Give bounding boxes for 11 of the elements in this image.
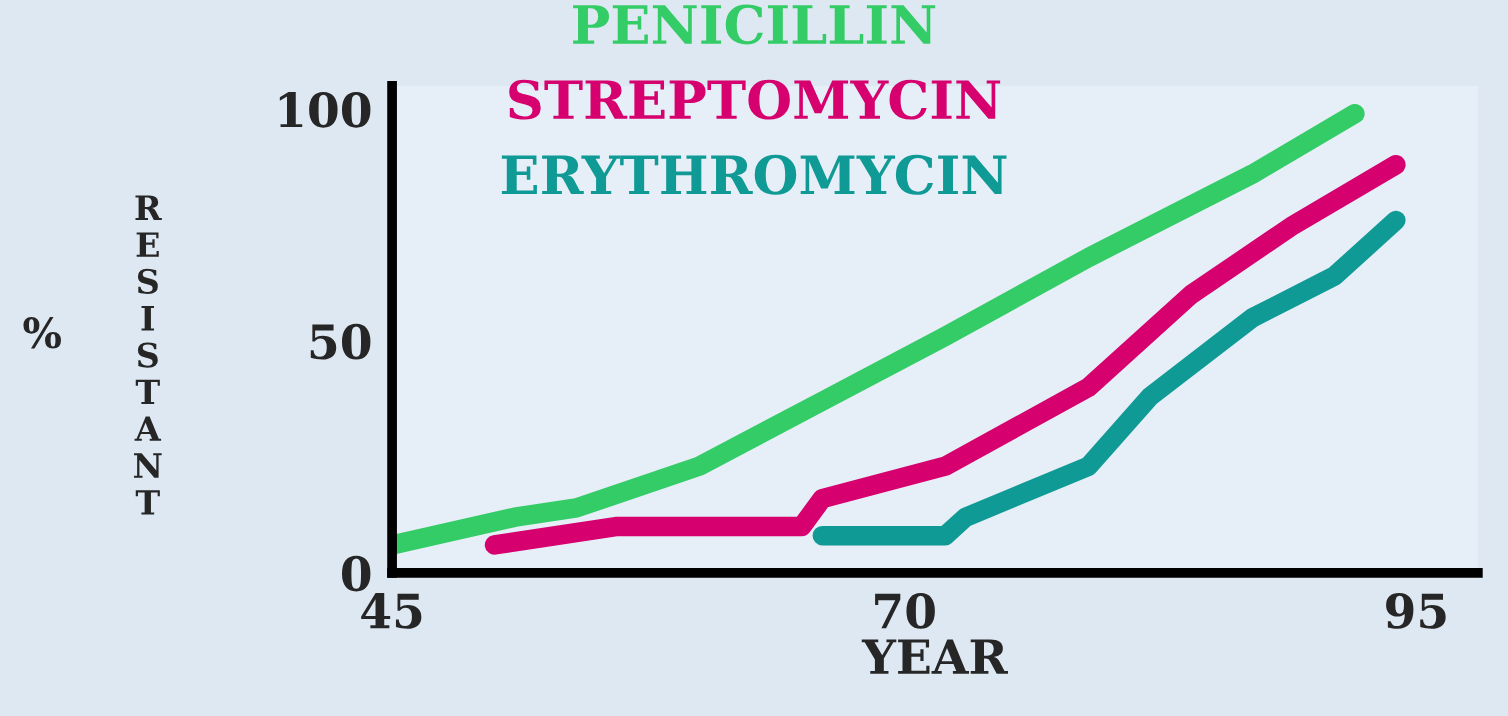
y-tick-label: 0 bbox=[341, 555, 371, 592]
text: % RESISTANT bbox=[23, 195, 162, 515]
text: ERYTHROMYCIN bbox=[501, 154, 1007, 195]
text: STREPTOMYCIN bbox=[509, 79, 1001, 120]
x-tick-label: 45 bbox=[361, 593, 422, 629]
text: PENICILLIN bbox=[573, 4, 936, 45]
x-axis-title: YEAR bbox=[861, 639, 1009, 674]
y-tick-label: 50 bbox=[310, 323, 371, 360]
y-tick-label: 100 bbox=[279, 92, 371, 128]
x-tick-label: 95 bbox=[1386, 593, 1446, 629]
x-tick-label: 70 bbox=[875, 593, 935, 629]
